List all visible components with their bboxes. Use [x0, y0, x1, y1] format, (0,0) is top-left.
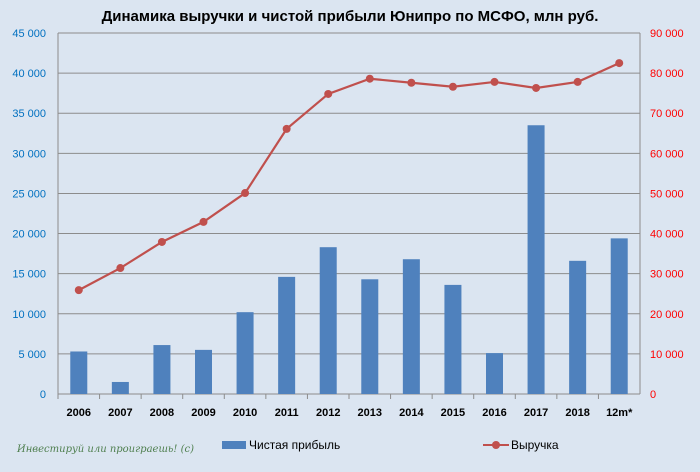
y-left-tick-label: 40 000: [12, 68, 46, 80]
legend-swatch-line: [483, 441, 509, 449]
revenue-point-2016: [490, 77, 499, 86]
x-tick-label: 2018: [565, 407, 589, 419]
y-left-tick-label: 0: [40, 389, 46, 401]
bar-2017: [527, 125, 545, 394]
y-left-tick-label: 35 000: [12, 108, 46, 120]
y-right-tick-label: 70 000: [650, 108, 684, 120]
revenue-point-2015: [448, 82, 457, 91]
y-right-tick-label: 90 000: [650, 28, 684, 40]
legend-item-profit: Чистая прибыль: [222, 438, 340, 452]
x-tick-label: 2006: [67, 407, 91, 419]
revenue-point-2008: [157, 237, 166, 246]
bar-2012: [319, 247, 337, 394]
legend-swatch-bar: [222, 441, 246, 449]
x-tick-label: 2007: [108, 407, 132, 419]
revenue-point-2012: [324, 89, 333, 98]
bar-2016: [486, 353, 503, 394]
bar-2013: [361, 279, 379, 394]
y-right-tick-label: 50 000: [650, 188, 684, 200]
y-right-tick-label: 60 000: [650, 148, 684, 160]
revenue-point-2011: [282, 124, 291, 133]
watermark: Инвестируй или проиграешь! (с): [17, 444, 194, 455]
x-tick-label: 2013: [358, 407, 382, 419]
revenue-point-2013: [365, 74, 374, 83]
revenue-point-2006: [74, 286, 83, 295]
y-right-tick-label: 80 000: [650, 68, 684, 80]
revenue-point-2017: [532, 83, 541, 92]
y-left-tick-label: 30 000: [12, 148, 46, 160]
bar-2015: [444, 284, 462, 394]
y-right-tick-label: 40 000: [650, 229, 684, 241]
bar-2006: [70, 351, 88, 394]
bar-2011: [278, 276, 296, 394]
y-left-tick-label: 20 000: [12, 229, 46, 241]
y-right-tick-label: 0: [650, 389, 656, 401]
bar-2009: [195, 349, 212, 394]
x-tick-label: 2009: [191, 407, 215, 419]
chart-title: Динамика выручки и чистой прибыли Юнипро…: [101, 8, 599, 25]
bar-12m*: [610, 238, 628, 394]
bar-2018: [569, 260, 587, 394]
revenue-point-2007: [116, 264, 125, 273]
bar-2007: [111, 381, 129, 394]
legend-item-revenue: Выручка: [483, 438, 559, 452]
revenue-point-2009: [199, 217, 208, 226]
revenue-point-2014: [407, 78, 416, 87]
x-tick-label: 2010: [233, 407, 257, 419]
legend-label: Выручка: [511, 438, 559, 452]
y-right-tick-label: 10 000: [650, 349, 684, 361]
bar-2010: [236, 312, 254, 394]
y-left-tick-label: 10 000: [12, 309, 46, 321]
x-tick-label: 2015: [441, 407, 465, 419]
y-right-tick-label: 30 000: [650, 269, 684, 281]
x-tick-label: 2017: [524, 407, 548, 419]
revenue-point-12m*: [615, 59, 624, 68]
legend-label: Чистая прибыль: [249, 438, 341, 452]
x-tick-label: 2011: [275, 407, 299, 419]
bar-2014: [402, 259, 420, 394]
revenue-point-2018: [573, 77, 582, 86]
bar-2008: [153, 345, 171, 394]
x-tick-label: 2016: [482, 407, 506, 419]
x-tick-label: 2012: [316, 407, 340, 419]
y-left-tick-label: 25 000: [12, 188, 46, 200]
revenue-point-2010: [241, 189, 250, 198]
y-left-tick-label: 5 000: [18, 349, 46, 361]
x-tick-label: 12m*: [606, 407, 633, 419]
revenue-line: [78, 62, 620, 292]
x-tick-label: 2014: [399, 407, 424, 419]
y-left-tick-label: 45 000: [12, 28, 46, 40]
y-left-tick-label: 15 000: [12, 269, 46, 281]
x-tick-label: 2008: [150, 407, 174, 419]
y-right-tick-label: 20 000: [650, 309, 684, 321]
